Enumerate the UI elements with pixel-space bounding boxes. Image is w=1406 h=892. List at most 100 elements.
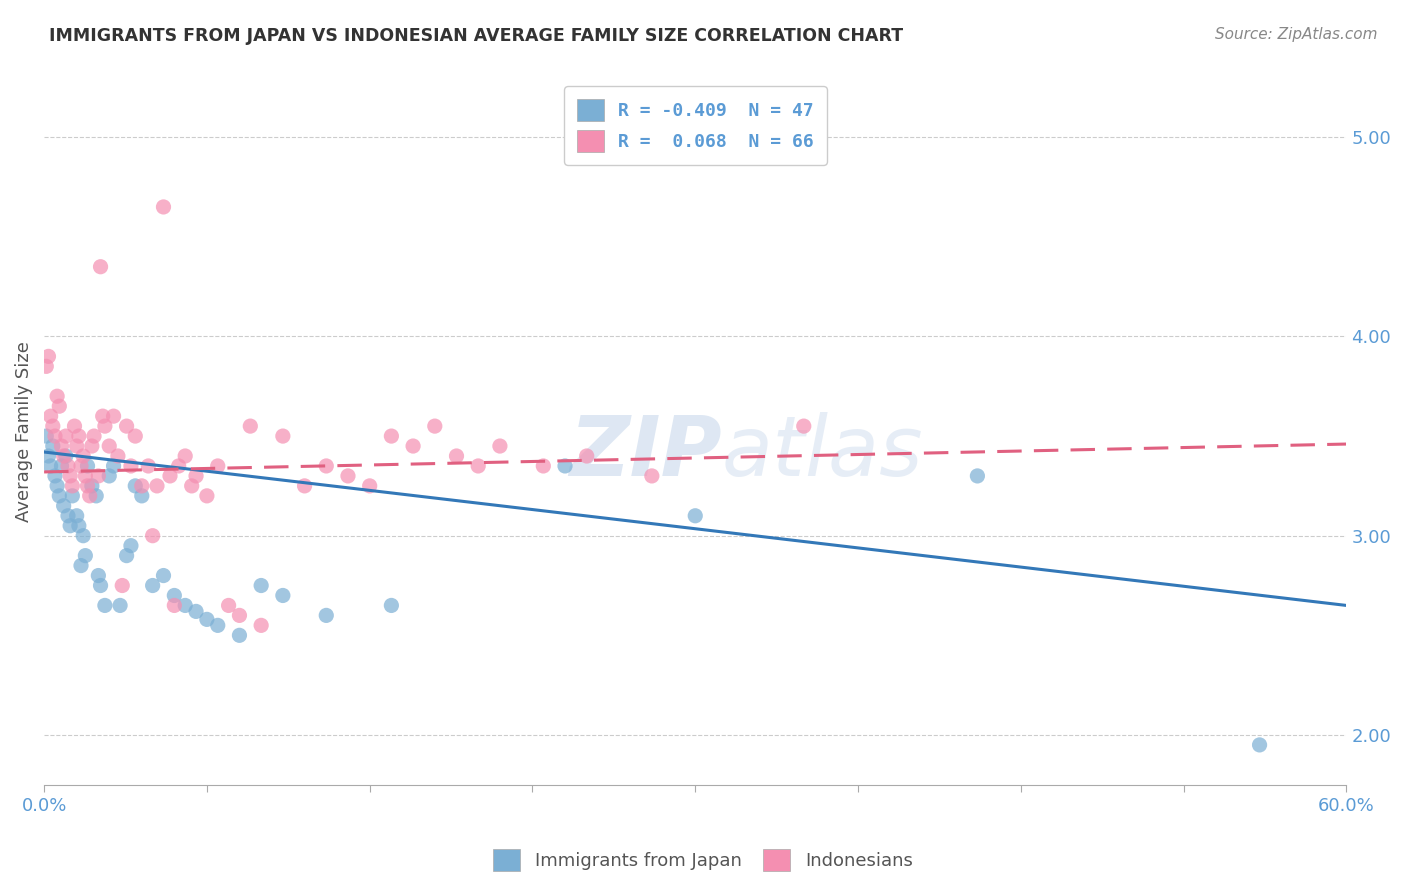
Legend: R = -0.409  N = 47, R =  0.068  N = 66: R = -0.409 N = 47, R = 0.068 N = 66 — [564, 87, 827, 165]
Point — [79, 489, 101, 503]
Point — [174, 449, 197, 463]
Point — [531, 458, 554, 473]
Point — [142, 529, 165, 543]
Point — [44, 469, 66, 483]
Point — [120, 539, 142, 553]
Point — [83, 429, 105, 443]
Point — [108, 599, 131, 613]
Point — [56, 508, 79, 523]
Point — [67, 429, 90, 443]
Point — [75, 549, 97, 563]
Point — [35, 359, 58, 374]
Point — [184, 469, 207, 483]
Text: ZIP: ZIP — [568, 412, 721, 492]
Point — [80, 479, 103, 493]
Point — [70, 458, 93, 473]
Point — [250, 578, 273, 592]
Point — [60, 489, 83, 503]
Point — [46, 479, 69, 493]
Point — [120, 458, 142, 473]
Point — [66, 508, 89, 523]
Point — [489, 439, 512, 453]
Point — [180, 479, 202, 493]
Point — [55, 429, 77, 443]
Point — [51, 458, 73, 473]
Text: Source: ZipAtlas.com: Source: ZipAtlas.com — [1215, 27, 1378, 42]
Point — [207, 458, 229, 473]
Point — [111, 578, 134, 592]
Point — [56, 458, 79, 473]
Point — [163, 589, 186, 603]
Point — [103, 409, 125, 424]
Point — [467, 458, 489, 473]
Point — [195, 489, 218, 503]
Point — [793, 419, 815, 434]
Point — [239, 419, 262, 434]
Point — [44, 429, 66, 443]
Point — [75, 469, 97, 483]
Point — [146, 479, 169, 493]
Point — [359, 479, 381, 493]
Point — [37, 350, 59, 364]
Point — [42, 419, 65, 434]
Point — [184, 604, 207, 618]
Text: atlas: atlas — [721, 412, 922, 492]
Point — [136, 458, 159, 473]
Point — [90, 578, 112, 592]
Legend: Immigrants from Japan, Indonesians: Immigrants from Japan, Indonesians — [486, 842, 920, 879]
Point — [90, 260, 112, 274]
Point — [380, 429, 402, 443]
Point — [167, 458, 190, 473]
Point — [402, 439, 425, 453]
Point — [315, 458, 337, 473]
Point — [70, 558, 93, 573]
Point — [39, 409, 62, 424]
Point — [115, 419, 138, 434]
Point — [131, 489, 153, 503]
Point — [336, 469, 359, 483]
Point — [228, 628, 250, 642]
Point — [174, 599, 197, 613]
Point — [152, 200, 174, 214]
Point — [1249, 738, 1271, 752]
Point — [76, 458, 98, 473]
Text: IMMIGRANTS FROM JAPAN VS INDONESIAN AVERAGE FAMILY SIZE CORRELATION CHART: IMMIGRANTS FROM JAPAN VS INDONESIAN AVER… — [49, 27, 903, 45]
Point — [271, 589, 294, 603]
Point — [107, 449, 129, 463]
Point — [39, 458, 62, 473]
Point — [66, 439, 89, 453]
Point — [80, 439, 103, 453]
Point — [55, 449, 77, 463]
Point — [228, 608, 250, 623]
Point — [131, 479, 153, 493]
Point — [67, 518, 90, 533]
Point — [87, 469, 110, 483]
Point — [554, 458, 576, 473]
Point — [94, 419, 117, 434]
Point — [423, 419, 446, 434]
Point — [60, 479, 83, 493]
Point — [294, 479, 316, 493]
Point — [218, 599, 240, 613]
Point — [159, 469, 181, 483]
Point — [446, 449, 468, 463]
Point — [84, 489, 107, 503]
Point — [271, 429, 294, 443]
Point — [250, 618, 273, 632]
Point — [152, 568, 174, 582]
Point — [72, 449, 94, 463]
Point — [46, 389, 69, 403]
Point — [52, 449, 75, 463]
Point — [124, 479, 146, 493]
Point — [87, 568, 110, 582]
Point — [163, 599, 186, 613]
Point — [380, 599, 402, 613]
Point — [124, 429, 146, 443]
Point — [207, 618, 229, 632]
Point — [94, 599, 117, 613]
Point — [98, 439, 121, 453]
Point — [966, 469, 988, 483]
Point — [48, 489, 70, 503]
Point — [683, 508, 706, 523]
Point — [315, 608, 337, 623]
